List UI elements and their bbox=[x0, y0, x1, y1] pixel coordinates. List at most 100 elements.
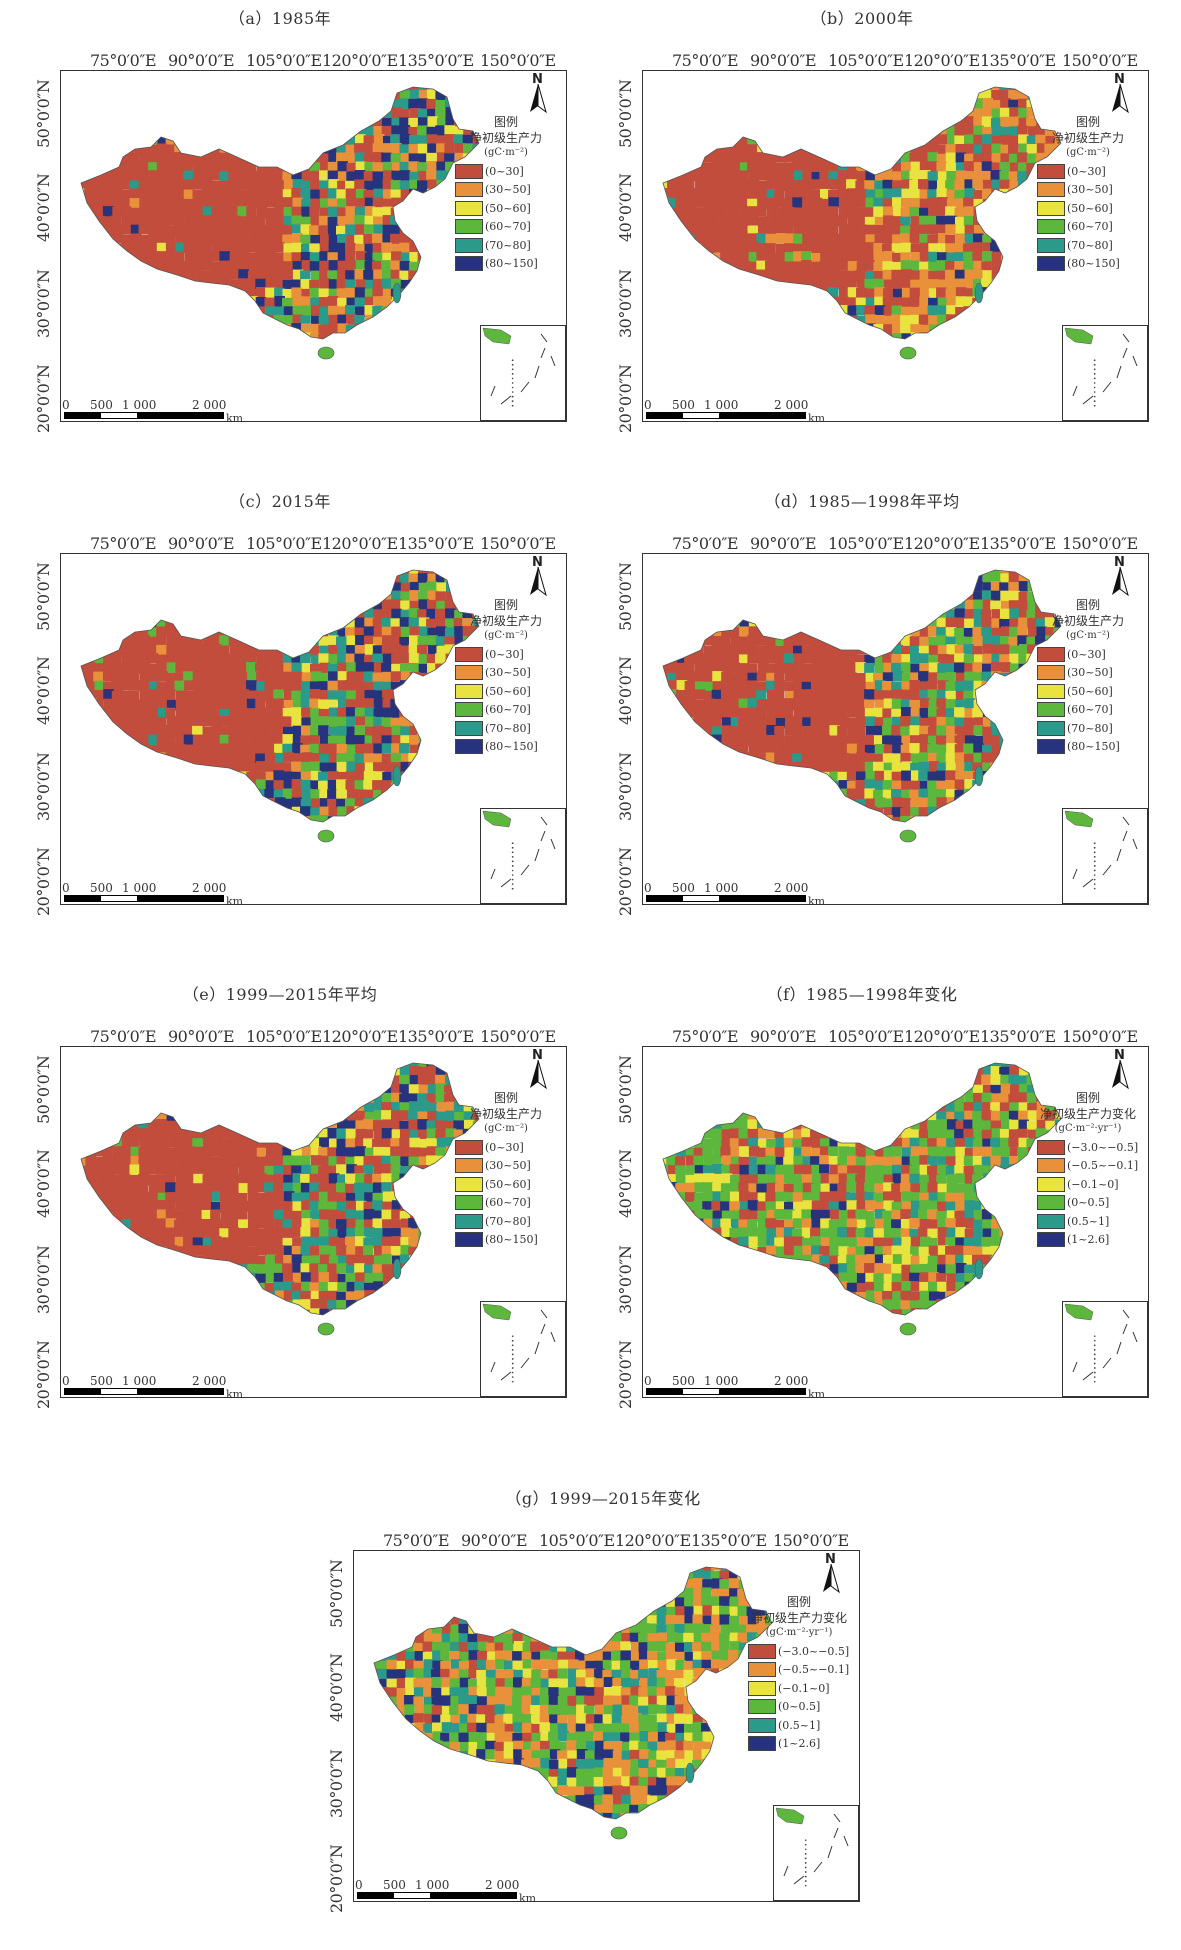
map-region bbox=[910, 125, 921, 136]
legend-swatch bbox=[455, 647, 483, 662]
map-region bbox=[828, 618, 839, 629]
map-region bbox=[319, 100, 330, 111]
map-region bbox=[410, 206, 421, 217]
map-region bbox=[112, 590, 123, 601]
map-region bbox=[794, 289, 805, 300]
map-region bbox=[275, 81, 286, 92]
map-region bbox=[864, 125, 875, 136]
map-region bbox=[864, 600, 875, 611]
map-region bbox=[767, 125, 778, 136]
map-region bbox=[149, 316, 160, 327]
map-region bbox=[748, 592, 759, 603]
map-region bbox=[255, 341, 266, 352]
map-region bbox=[909, 109, 920, 120]
map-region bbox=[166, 601, 177, 612]
map-region bbox=[685, 136, 696, 147]
map-region bbox=[328, 296, 339, 307]
map-region bbox=[292, 333, 303, 344]
map-region bbox=[909, 207, 920, 218]
map-region bbox=[668, 82, 679, 93]
map-region bbox=[94, 108, 105, 119]
map-region bbox=[265, 235, 276, 246]
map-region bbox=[973, 565, 984, 576]
map-region bbox=[667, 635, 678, 646]
map-region bbox=[85, 599, 96, 610]
map-region bbox=[738, 170, 749, 181]
map-region bbox=[963, 306, 974, 317]
map-region bbox=[436, 198, 447, 209]
map-region bbox=[112, 626, 123, 637]
map-region bbox=[829, 316, 840, 327]
map-region bbox=[722, 288, 733, 299]
map-region bbox=[812, 314, 823, 325]
map-region bbox=[346, 824, 357, 835]
map-region bbox=[76, 100, 87, 111]
map-region bbox=[1026, 323, 1037, 334]
map-region bbox=[738, 307, 749, 318]
legend-label: (80~150] bbox=[485, 257, 538, 270]
map-region bbox=[300, 610, 311, 621]
map-region bbox=[292, 90, 303, 101]
map-region bbox=[156, 574, 167, 585]
legend-swatch bbox=[455, 684, 483, 699]
map-region bbox=[657, 270, 668, 281]
map-region bbox=[427, 691, 438, 702]
legend-item: (0~30] bbox=[455, 162, 557, 181]
map-region bbox=[140, 824, 151, 835]
map-region bbox=[964, 135, 975, 146]
map-region bbox=[747, 125, 758, 136]
map-region bbox=[730, 270, 741, 281]
map-region bbox=[792, 343, 803, 354]
map-region bbox=[427, 288, 438, 299]
map-region bbox=[381, 296, 392, 307]
map-region bbox=[821, 627, 832, 638]
map-region bbox=[437, 815, 448, 826]
map-region bbox=[374, 224, 385, 235]
map-region bbox=[775, 90, 786, 101]
map-region bbox=[210, 314, 221, 325]
map-region bbox=[156, 626, 167, 637]
map-region bbox=[193, 671, 204, 682]
map-region bbox=[848, 143, 859, 154]
map-region bbox=[793, 316, 804, 327]
map-region bbox=[847, 636, 858, 647]
map-region bbox=[693, 343, 704, 354]
map-region bbox=[166, 826, 177, 837]
map-region bbox=[866, 573, 877, 584]
map-region bbox=[811, 334, 822, 345]
map-region bbox=[1063, 315, 1074, 326]
map-region bbox=[103, 82, 114, 93]
map-region bbox=[436, 563, 447, 574]
map-region bbox=[174, 306, 185, 317]
dash-line bbox=[541, 817, 547, 825]
map-region bbox=[229, 807, 240, 818]
legend-item: (30~50] bbox=[455, 181, 557, 200]
map-region bbox=[309, 619, 320, 630]
map-region bbox=[703, 564, 714, 575]
map-region bbox=[183, 671, 194, 682]
latitude-label: 40°0′0″N bbox=[34, 174, 53, 242]
map-region bbox=[856, 135, 867, 146]
map-region bbox=[947, 91, 958, 102]
map-region bbox=[301, 126, 312, 136]
map-region bbox=[437, 680, 448, 691]
map-region bbox=[658, 315, 669, 326]
map-region bbox=[111, 126, 122, 137]
dash-line bbox=[551, 839, 555, 849]
map-region bbox=[139, 288, 150, 299]
map-region bbox=[184, 324, 195, 335]
map-region bbox=[883, 618, 894, 629]
map-region bbox=[264, 592, 275, 603]
map-region bbox=[900, 619, 911, 630]
map-region bbox=[792, 280, 803, 291]
map-region bbox=[211, 619, 222, 630]
map-region bbox=[148, 806, 159, 817]
map-region bbox=[454, 825, 465, 836]
map-region bbox=[847, 90, 858, 101]
map-region bbox=[883, 99, 894, 110]
map-region bbox=[95, 144, 106, 155]
map-region bbox=[282, 600, 293, 611]
map-region bbox=[974, 305, 985, 316]
map-region bbox=[1018, 270, 1029, 281]
hainan-island bbox=[318, 347, 334, 359]
